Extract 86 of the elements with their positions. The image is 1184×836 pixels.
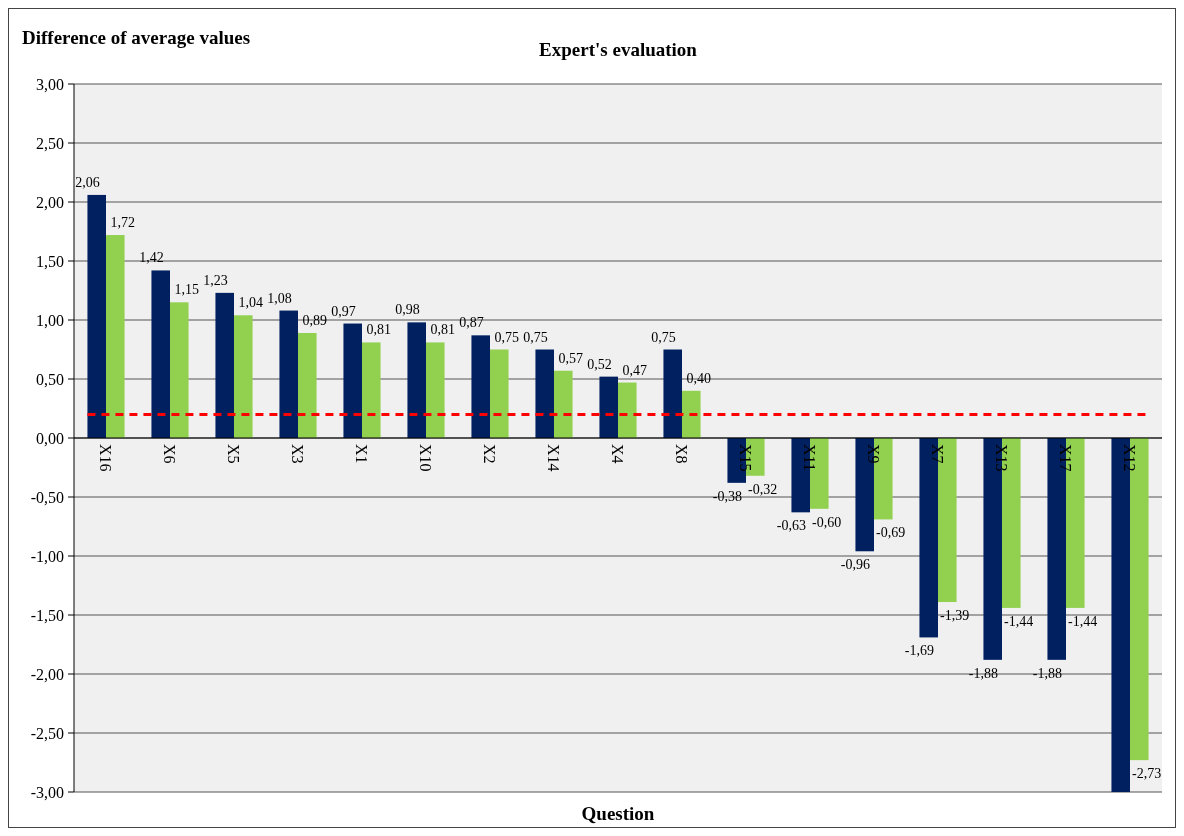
bar xyxy=(682,390,701,438)
data-label: -1,88 xyxy=(968,665,999,681)
y-tick-label: -1,00 xyxy=(30,547,64,565)
y-tick-label: 1,00 xyxy=(36,311,64,329)
data-label: -1,44 xyxy=(1068,613,1098,629)
data-label: 1,72 xyxy=(110,215,135,231)
x-tick-label: X13 xyxy=(993,444,1011,472)
bar xyxy=(426,342,445,438)
x-tick-label: X15 xyxy=(737,444,755,472)
x-axis-title: Question xyxy=(581,803,655,824)
data-label: 1,42 xyxy=(139,250,164,266)
y-tick-label: 0,50 xyxy=(36,370,64,388)
data-label: 1,08 xyxy=(267,290,292,306)
y-tick-label: 1,50 xyxy=(36,252,64,270)
data-label: 0,75 xyxy=(651,329,676,345)
bar xyxy=(87,194,106,438)
data-label: -0,60 xyxy=(812,514,842,530)
bar xyxy=(490,349,509,438)
bar xyxy=(298,332,317,438)
x-tick-label: X16 xyxy=(97,444,115,472)
data-label: 0,47 xyxy=(622,362,647,378)
y-axis-title: Difference of average values xyxy=(22,27,251,48)
y-tick-label: 2,00 xyxy=(36,193,64,211)
data-label: -0,96 xyxy=(840,557,871,573)
bar xyxy=(279,310,298,438)
data-label: -0,69 xyxy=(876,525,906,541)
data-label: -1,69 xyxy=(904,643,935,659)
bar xyxy=(618,382,637,438)
data-label: 1,23 xyxy=(203,272,228,288)
x-tick-label: X7 xyxy=(929,444,947,464)
x-tick-label: X9 xyxy=(865,444,883,464)
data-label: 2,06 xyxy=(75,174,100,190)
bar xyxy=(663,349,682,438)
x-tick-label: X12 xyxy=(1121,444,1139,472)
x-tick-label: X3 xyxy=(289,444,307,464)
x-tick-label: X6 xyxy=(161,444,179,464)
data-label: -1,39 xyxy=(940,608,970,624)
data-label: 0,81 xyxy=(430,322,455,338)
data-label: 0,89 xyxy=(302,312,327,328)
x-tick-label: X1 xyxy=(353,444,371,464)
data-label: -0,38 xyxy=(712,488,743,504)
x-tick-label: X4 xyxy=(609,444,627,464)
bar xyxy=(151,270,170,438)
data-label: 1,15 xyxy=(174,282,199,298)
y-tick-label: 3,00 xyxy=(36,75,64,93)
data-label: 0,81 xyxy=(366,322,391,338)
data-label: 1,04 xyxy=(238,295,263,311)
y-tick-label: -0,50 xyxy=(30,488,64,506)
bar xyxy=(554,370,573,438)
data-label: 0,98 xyxy=(395,302,420,318)
data-label: -1,44 xyxy=(1004,613,1034,629)
bar xyxy=(471,335,490,438)
x-tick-label: X10 xyxy=(417,444,435,472)
bar xyxy=(106,235,125,438)
data-label: 0,57 xyxy=(558,350,583,366)
x-tick-label: X11 xyxy=(801,444,819,471)
bar xyxy=(362,342,381,438)
data-label: -2,73 xyxy=(1132,766,1162,782)
data-label: 0,40 xyxy=(686,370,711,386)
data-label: -0,63 xyxy=(776,518,807,534)
y-tick-label: 0,00 xyxy=(36,429,64,447)
x-tick-label: X17 xyxy=(1057,444,1075,472)
data-label: 0,52 xyxy=(587,356,612,372)
y-tick-label: -2,50 xyxy=(30,724,64,742)
bar xyxy=(343,323,362,438)
data-label: 0,75 xyxy=(494,329,519,345)
bar xyxy=(535,349,554,438)
data-label: -0,32 xyxy=(748,481,778,497)
x-tick-label: X2 xyxy=(481,444,499,464)
y-tick-label: -3,00 xyxy=(30,783,64,801)
bar xyxy=(170,302,189,438)
chart-title: Expert's evaluation xyxy=(539,39,698,60)
bar xyxy=(407,322,426,438)
data-label: 0,75 xyxy=(523,329,548,345)
x-tick-label: X14 xyxy=(545,444,563,472)
x-tick-label: X8 xyxy=(673,444,691,464)
bar xyxy=(215,292,234,438)
data-label: 0,97 xyxy=(331,303,356,319)
bar xyxy=(234,315,253,438)
y-tick-label: 2,50 xyxy=(36,134,64,152)
y-tick-label: -2,00 xyxy=(30,665,64,683)
bar xyxy=(599,376,618,438)
data-label: 0,87 xyxy=(459,315,484,331)
data-label: -1,88 xyxy=(1032,665,1063,681)
x-tick-label: X5 xyxy=(225,444,243,464)
y-tick-label: -1,50 xyxy=(30,606,64,624)
